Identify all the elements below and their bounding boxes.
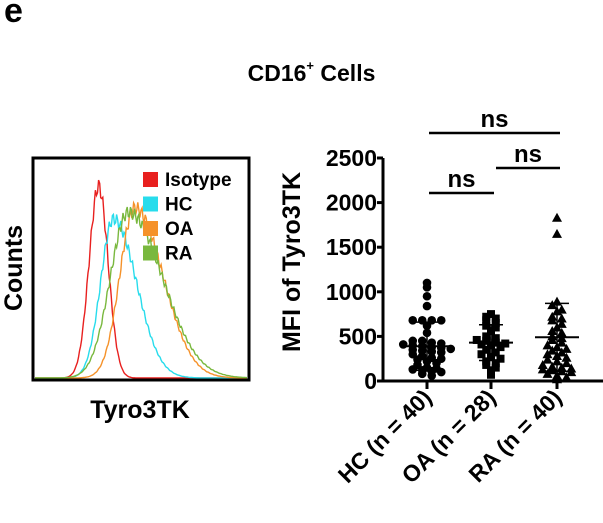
histogram-curve-oa [35,200,247,379]
title-superscript: + [306,58,315,73]
data-point [477,350,486,359]
title-main: CD16 [247,60,307,86]
legend-swatch-hc [143,196,158,212]
data-point [482,357,491,366]
data-point [487,370,495,379]
data-point [491,334,500,343]
data-point [552,228,562,238]
data-point [566,363,577,373]
y-tick-label: 2500 [326,145,377,171]
data-point [542,349,553,359]
data-point [561,358,572,368]
data-point [561,343,572,353]
data-point [482,312,491,321]
data-point [491,348,500,357]
legend-label-ra: RA [165,244,193,265]
data-point [472,335,481,344]
series-oa [469,310,513,379]
data-point [417,316,427,325]
data-point [487,310,495,319]
histogram-curve-ra [35,206,247,379]
data-point [422,291,432,301]
y-tick-label: 1000 [326,279,377,305]
panel-label: e [4,0,23,30]
data-point [427,316,437,325]
histogram-frame [31,156,251,382]
series-hc [398,278,456,380]
data-point [547,361,558,371]
histogram-y-label: Counts [0,225,28,311]
legend-swatch-oa [143,221,158,236]
data-point [398,340,408,349]
legend-swatch-ra [143,245,158,261]
data-point [547,311,558,321]
data-point [556,313,567,323]
data-point [496,354,505,363]
y-tick-label: 0 [364,368,377,394]
legend-label-oa: OA [165,219,194,240]
data-point [491,363,500,372]
title-suffix: Cells [314,60,376,86]
y-tick-label: 500 [339,323,377,349]
data-point [542,354,553,364]
histogram-x-label: Tyro3TK [90,396,190,424]
data-point [547,345,558,355]
data-point [491,359,500,368]
data-point [552,212,562,222]
y-tick-label: 1500 [326,234,377,260]
legend-label-hc: HC [165,195,193,216]
data-point [417,336,427,346]
data-point [422,301,432,311]
data-point [436,316,446,325]
data-point [408,336,418,346]
data-point [422,278,432,288]
data-point [408,316,418,325]
data-point [547,300,558,310]
data-point [547,326,558,336]
data-point [542,340,553,350]
data-point [561,372,572,382]
y-axis-label: MFI of Tyro3TK [278,172,306,352]
data-point [556,327,567,337]
data-point [427,353,437,363]
legend-swatch-isotype [143,172,158,187]
data-point [556,347,567,357]
series-ra [535,212,579,384]
y-tick-label: 2000 [326,190,377,216]
significance-label: ns [480,106,508,133]
data-point [482,336,491,345]
data-point [482,321,491,330]
figure-title: CD16+ Cells [0,58,603,87]
data-point [556,304,567,314]
significance-label: ns [514,141,542,168]
data-point [496,343,505,352]
data-point [561,352,572,362]
data-point [491,323,500,332]
data-point [482,332,491,341]
data-point [556,318,567,328]
data-point [491,319,500,328]
data-point [477,340,486,349]
data-point [537,359,548,369]
data-point [436,354,446,364]
data-point [491,314,500,323]
legend-label-isotype: Isotype [165,170,232,191]
data-point [482,345,491,354]
data-point [487,366,495,375]
data-point [427,338,437,347]
significance-label: ns [447,166,475,193]
